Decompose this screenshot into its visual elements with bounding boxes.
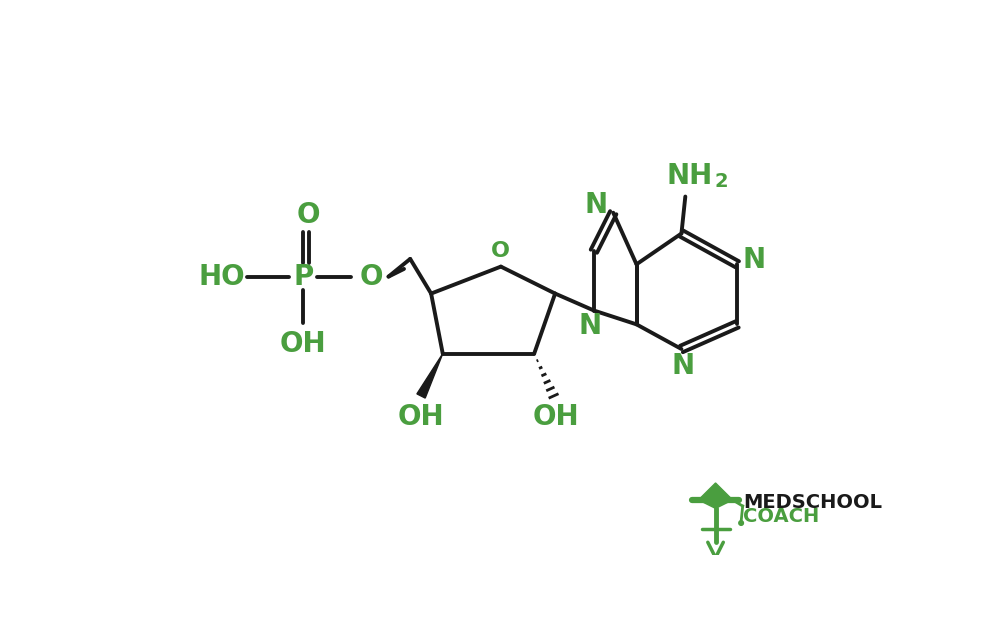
Text: OH: OH: [280, 330, 327, 358]
Circle shape: [739, 520, 743, 525]
Text: OH: OH: [533, 402, 579, 431]
Text: COACH: COACH: [743, 507, 820, 527]
Text: P: P: [293, 263, 313, 291]
Text: NH: NH: [666, 162, 712, 190]
Text: O: O: [360, 263, 383, 291]
Text: OH: OH: [398, 402, 444, 431]
Text: 2: 2: [715, 172, 728, 192]
Text: N: N: [578, 312, 602, 340]
Text: N: N: [671, 352, 695, 380]
Text: HO: HO: [199, 263, 245, 291]
Polygon shape: [698, 483, 733, 509]
Text: MEDSCHOOL: MEDSCHOOL: [743, 494, 882, 512]
Text: O: O: [296, 201, 320, 229]
Text: O: O: [491, 241, 510, 261]
Text: N: N: [743, 246, 766, 275]
Text: N: N: [585, 191, 608, 219]
Polygon shape: [417, 354, 443, 398]
